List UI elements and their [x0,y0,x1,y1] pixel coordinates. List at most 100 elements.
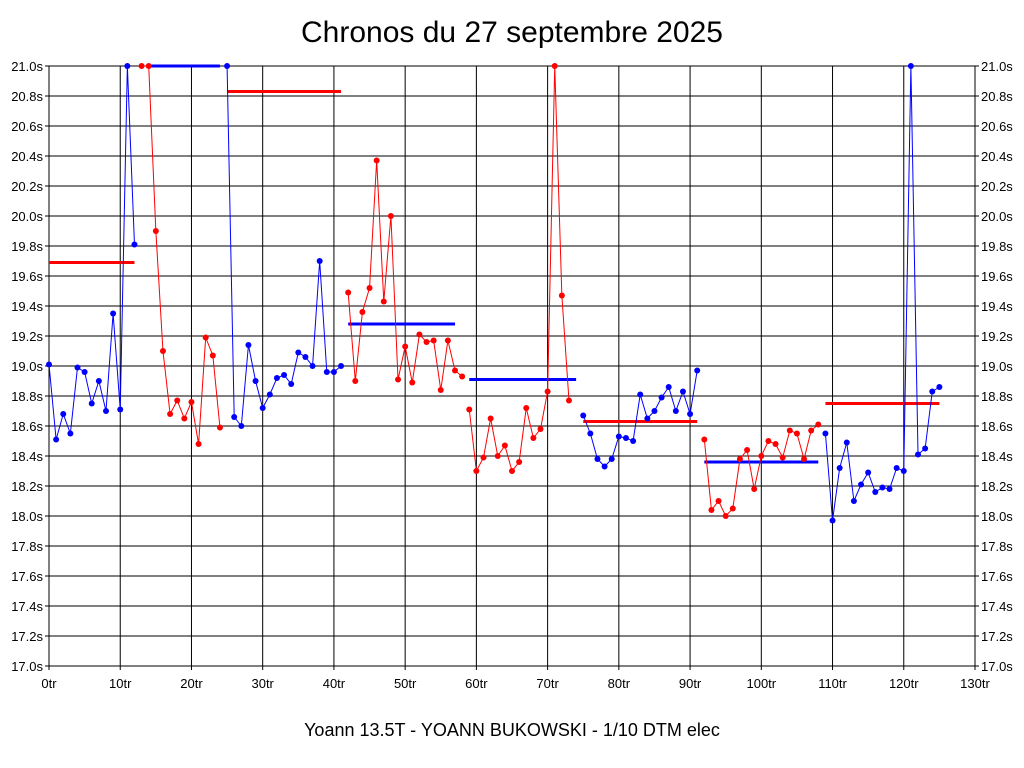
data-point [124,63,131,69]
data-point [138,63,145,69]
data-point [145,63,152,69]
y-tick-label-right: 19.6s [981,269,1013,284]
data-point [487,415,494,422]
data-point [822,430,829,437]
data-point [530,435,537,441]
data-point [181,415,188,422]
y-tick-label-right: 18.2s [981,479,1013,494]
data-point [352,378,359,384]
data-point [665,384,672,390]
y-tick-label-left: 21.0s [11,59,43,74]
x-tick-label: 20tr [180,676,203,691]
y-tick-label-left: 17.8s [11,539,43,554]
data-point [801,456,808,462]
series-line [824,65,940,521]
data-point [601,463,608,470]
y-tick-label-right: 18.0s [981,509,1013,524]
data-point [452,367,459,374]
data-point [672,408,679,414]
data-point [544,388,551,395]
data-point [829,517,836,524]
data-point [338,363,345,369]
data-point [195,441,202,447]
data-point [537,426,544,432]
data-point [159,348,166,354]
data-point [843,439,850,446]
x-tick-label: 100tr [746,676,776,691]
x-tick-label: 90tr [679,676,702,691]
data-point [373,157,380,164]
data-point [808,427,815,434]
data-point [608,456,615,462]
data-point [850,498,857,504]
x-tick-label: 0tr [41,676,57,691]
x-tick-label: 40tr [323,676,346,691]
y-tick-label-left: 20.0s [11,209,43,224]
series-lines [48,65,940,521]
y-tick-label-left: 17.4s [11,599,43,614]
series-line [48,65,135,440]
y-tick-label-left: 19.6s [11,269,43,284]
grid [45,65,979,670]
y-tick-label-right: 20.0s [981,209,1013,224]
data-point [67,430,74,437]
y-tick-label-left: 18.2s [11,479,43,494]
y-tick-label-left: 18.4s [11,449,43,464]
data-point [102,408,109,414]
x-tick-label: 30tr [251,676,274,691]
data-point [437,387,444,393]
x-tick-label: 60tr [465,676,488,691]
data-point [409,379,416,386]
data-point [167,411,174,417]
y-tick-label-left: 18.6s [11,419,43,434]
data-point [715,498,722,504]
data-point [252,378,259,384]
data-point [494,453,501,459]
data-point [679,388,686,395]
data-point [501,442,508,449]
data-point [81,369,88,375]
data-point [117,406,124,413]
data-point [915,451,922,458]
y-tick-label-right: 17.0s [981,659,1013,674]
data-point [879,484,886,491]
data-point [551,63,558,69]
data-point [687,411,694,417]
data-point [259,405,266,411]
data-point [53,436,60,443]
data-point [238,423,245,429]
data-point [651,408,658,414]
data-point [594,456,601,462]
y-tick-label-left: 20.6s [11,119,43,134]
y-tick-label-right: 19.4s [981,299,1013,314]
data-point [722,513,729,519]
data-point [430,337,437,344]
data-point [509,468,515,474]
data-point [644,415,651,422]
data-point [323,369,330,375]
data-point [893,465,900,471]
data-point [587,430,594,437]
x-tick-label: 110tr [818,676,847,691]
data-point [466,406,473,413]
data-point [744,447,751,453]
y-tick-label-right: 21.0s [981,59,1013,74]
data-point [380,298,387,305]
chart-title: Chronos du 27 septembre 2025 [301,16,723,49]
data-point [110,310,117,317]
y-tick-label-left: 19.8s [11,239,43,254]
y-tick-label-right: 20.4s [981,149,1013,164]
data-point [473,468,480,474]
data-point [60,411,67,417]
data-point [786,427,793,434]
data-point [416,331,423,338]
data-point [444,337,451,344]
data-point [622,435,629,441]
data-point [779,454,786,461]
data-point [523,405,530,411]
data-point [765,438,772,444]
y-tick-label-right: 17.6s [981,569,1013,584]
data-point [751,486,758,492]
data-point [729,505,736,512]
data-point [302,354,309,360]
